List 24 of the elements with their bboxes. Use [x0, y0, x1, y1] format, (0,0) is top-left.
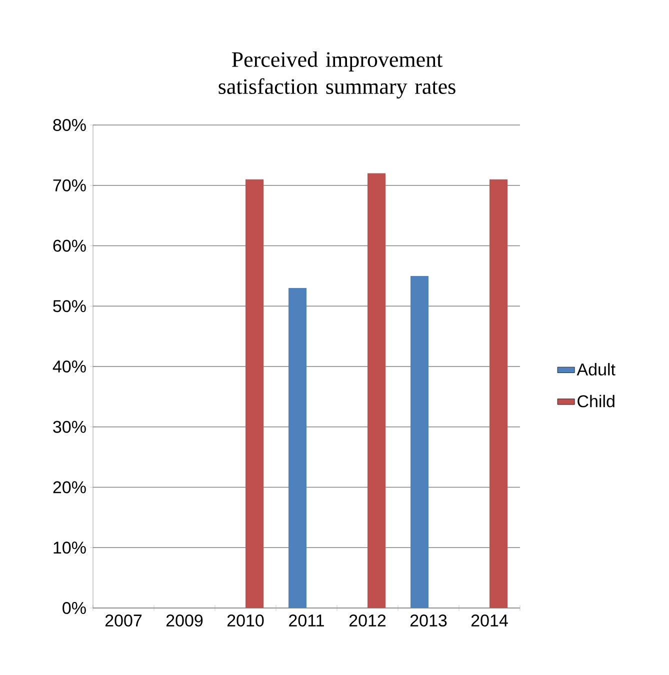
- x-tick-label: 2007: [105, 614, 142, 627]
- y-tick-label: 40%: [52, 360, 86, 373]
- bar: [246, 179, 264, 608]
- y-tick-label: 20%: [53, 481, 86, 494]
- bar: [489, 179, 508, 608]
- x-tick-label: 2009: [166, 614, 203, 627]
- y-tick-label: 60%: [53, 240, 86, 252]
- bar: [410, 276, 428, 608]
- bar: [288, 288, 306, 608]
- y-tick-label: 50%: [53, 300, 86, 312]
- y-tick-label: 10%: [54, 542, 86, 554]
- x-tick-label: 2014: [471, 614, 508, 627]
- y-tick-label: 30%: [53, 420, 86, 433]
- x-tick-label: 2010: [227, 614, 264, 627]
- x-tick-label: 2013: [410, 614, 447, 627]
- x-tick-label: 2011: [289, 614, 324, 627]
- legend-label: Adult: [576, 363, 616, 376]
- y-tick-label: 70%: [53, 179, 86, 192]
- y-tick-label: 80%: [53, 118, 86, 132]
- x-tick-label: 2012: [349, 614, 386, 627]
- legend-label: Child: [578, 394, 614, 408]
- y-tick-label: 0%: [62, 602, 86, 614]
- chart-title: Perceived improvement satisfaction summary rates: [218, 51, 456, 98]
- bar: [367, 173, 386, 608]
